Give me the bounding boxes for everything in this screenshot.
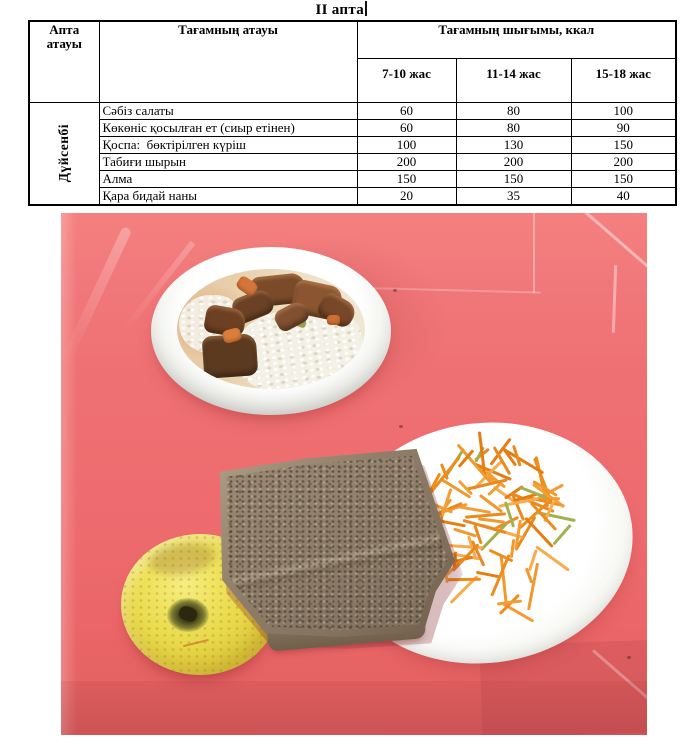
tray-bottom-shading bbox=[61, 681, 647, 735]
meal-photo bbox=[61, 213, 647, 735]
rye-bread-slice bbox=[219, 448, 455, 637]
day-cell: Дүйсенбі bbox=[28, 101, 100, 205]
header-age-15-18: 15-18 жас bbox=[570, 57, 677, 103]
dish-cell: Қара бидай наны bbox=[98, 186, 358, 205]
bowl-food bbox=[177, 269, 365, 389]
carrot-strand bbox=[453, 528, 477, 538]
kcal-cell: 200 bbox=[356, 152, 457, 171]
dish-cell: Қоспа: бөктірілген күріш bbox=[98, 135, 358, 154]
apple-calyx-core bbox=[177, 604, 199, 624]
table-row: Алма 150 150 150 bbox=[29, 169, 677, 188]
dish-cell: Алма bbox=[98, 169, 358, 188]
apple-bruise bbox=[147, 539, 217, 579]
rice-and-meat-bowl bbox=[151, 247, 391, 415]
tray-speck bbox=[627, 656, 631, 659]
kcal-cell: 80 bbox=[455, 118, 572, 137]
bread-crumb bbox=[226, 455, 448, 630]
menu-table: Апта атауы Тағамның атауы Тағамның шығым… bbox=[28, 20, 678, 206]
kcal-cell: 35 bbox=[455, 186, 572, 205]
tray-wall-corner bbox=[533, 213, 535, 293]
kcal-cell: 200 bbox=[455, 152, 572, 171]
kcal-cell: 60 bbox=[356, 101, 457, 120]
table-row: Дүйсенбі Сәбіз салаты 60 80 100 bbox=[28, 101, 677, 205]
apple-calyx bbox=[167, 598, 209, 632]
kcal-cell: 20 bbox=[356, 186, 457, 205]
kcal-cell: 100 bbox=[356, 135, 457, 154]
apple-scar bbox=[183, 638, 209, 648]
carrot-strand bbox=[534, 545, 570, 573]
kcal-cell: 60 bbox=[356, 118, 457, 137]
header-week-name: Апта атауы bbox=[28, 20, 100, 103]
kcal-cell: 150 bbox=[570, 169, 677, 188]
kcal-cell: 200 bbox=[570, 152, 677, 171]
carrot-strand bbox=[457, 505, 492, 514]
table-row: Көкөніс қосылған ет (сиыр етінен) 60 80 … bbox=[29, 118, 677, 137]
tray-corner-edge bbox=[572, 213, 647, 281]
dish-cell: Табиғи шырын bbox=[98, 152, 358, 171]
page-title-text: II апта bbox=[315, 2, 365, 18]
header-age-11-14: 11-14 жас bbox=[455, 57, 572, 103]
table-row: Қара бидай наны 20 35 40 bbox=[29, 186, 677, 205]
page-title: II апта bbox=[0, 1, 682, 19]
table-row: Қоспа: бөктірілген күріш 100 130 150 bbox=[29, 135, 677, 154]
header-age-7-10: 7-10 жас bbox=[356, 57, 457, 103]
tray-left-wall-highlight bbox=[61, 213, 77, 735]
kcal-cell: 80 bbox=[455, 101, 572, 120]
day-label: Дүйсенбі bbox=[56, 123, 72, 183]
tray-speck bbox=[393, 289, 397, 292]
tray-ridge bbox=[611, 264, 618, 334]
header-dish-name: Тағамның атауы bbox=[98, 20, 358, 103]
carrot-piece bbox=[327, 315, 340, 325]
kcal-cell: 90 bbox=[570, 118, 677, 137]
dish-cell: Көкөніс қосылған ет (сиыр етінен) bbox=[98, 118, 358, 137]
kcal-cell: 100 bbox=[570, 101, 677, 120]
table-row: Табиғи шырын 200 200 200 bbox=[29, 152, 677, 171]
kcal-cell: 150 bbox=[455, 169, 572, 188]
kcal-cell: 40 bbox=[570, 186, 677, 205]
carrot-strand bbox=[477, 517, 505, 524]
header-output: Тағамның шығымы, ккал bbox=[356, 20, 677, 59]
text-cursor bbox=[365, 1, 367, 16]
dish-cell: Сәбіз салаты bbox=[98, 101, 358, 120]
kcal-cell: 150 bbox=[356, 169, 457, 188]
tray-speck bbox=[399, 425, 403, 428]
kcal-cell: 150 bbox=[570, 135, 677, 154]
kcal-cell: 130 bbox=[455, 135, 572, 154]
